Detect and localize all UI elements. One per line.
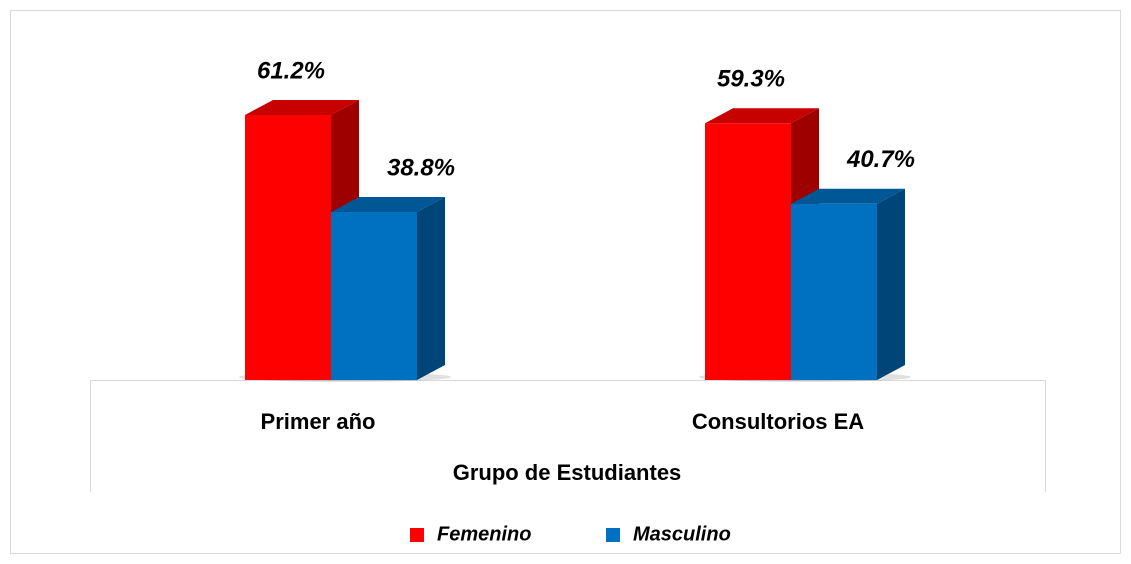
- data-label: 38.8%: [387, 154, 455, 181]
- bar-side: [417, 196, 445, 380]
- data-label: 40.7%: [846, 146, 915, 173]
- data-label: 61.2%: [257, 57, 325, 84]
- bar-top: [705, 108, 819, 124]
- bar-side: [877, 188, 905, 380]
- bar: [331, 196, 445, 380]
- x-tick-label: Consultorios EA: [692, 409, 864, 434]
- x-axis-title: Grupo de Estudiantes: [453, 460, 682, 485]
- bar-front: [791, 203, 877, 380]
- legend-label: Femenino: [437, 523, 531, 545]
- data-label: 59.3%: [717, 66, 785, 93]
- bar-front: [705, 123, 791, 380]
- legend-swatch: [606, 528, 620, 542]
- bar-top: [331, 196, 445, 212]
- bar-front: [331, 211, 417, 380]
- legend-label: Masculino: [633, 523, 731, 545]
- bar-top: [245, 100, 359, 116]
- bar-front: [245, 115, 331, 380]
- bar-top: [791, 188, 905, 204]
- x-tick-label: Primer año: [261, 409, 376, 434]
- bar: [791, 188, 905, 380]
- legend-swatch: [410, 528, 424, 542]
- chart-border: [10, 10, 1121, 554]
